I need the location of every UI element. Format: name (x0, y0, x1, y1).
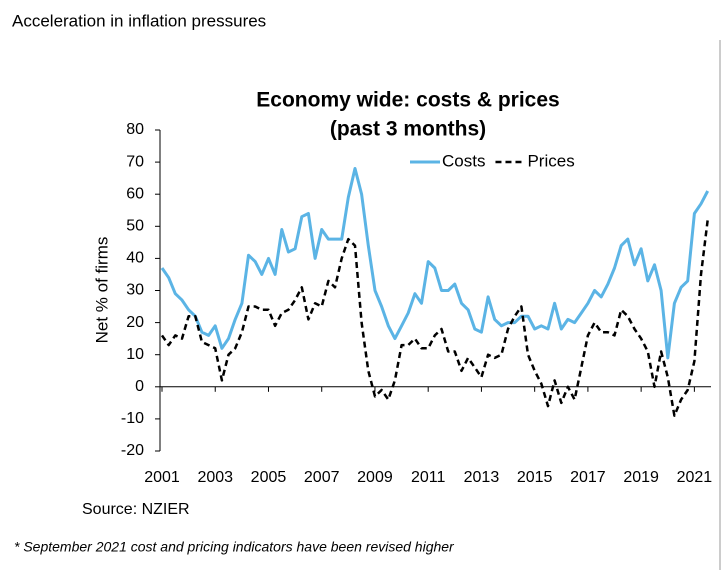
x-tick-label: 2017 (570, 469, 606, 486)
series-line (160, 219, 709, 417)
y-tick-label: 40 (126, 250, 144, 267)
y-tick-label: 30 (126, 282, 144, 299)
y-tick-label: 50 (126, 218, 144, 235)
x-tick-label: 2013 (464, 469, 500, 486)
y-axis-label: Net % of firms (92, 237, 111, 344)
y-tick-label: -20 (121, 442, 144, 459)
source: Source: NZIER (82, 501, 190, 518)
y-tick-label: 20 (126, 314, 144, 331)
y-tick-label: 10 (126, 346, 144, 363)
chart-title: Economy wide: costs & prices (256, 89, 559, 112)
y-tick-label: 70 (126, 153, 144, 170)
x-tick-label: 2005 (251, 469, 287, 486)
page-title: Acceleration in inflation pressures (12, 11, 266, 30)
x-tick-label: 2007 (304, 469, 340, 486)
legend-label: Prices (527, 151, 574, 170)
y-tick-label: 80 (126, 121, 144, 138)
y-tick-label: 60 (126, 185, 144, 202)
chart-subtitle: (past 3 months) (330, 118, 486, 141)
footnote: * September 2021 cost and pricing indica… (14, 539, 455, 555)
x-tick-label: 2009 (357, 469, 393, 486)
x-tick-label: 2015 (517, 469, 553, 486)
x-tick-label: 2001 (144, 469, 180, 486)
legend-label: Costs (442, 151, 485, 170)
x-tick-label: 2003 (197, 469, 233, 486)
x-tick-label: 2019 (623, 469, 659, 486)
x-tick-label: 2021 (677, 469, 713, 486)
y-tick-label: -10 (121, 410, 144, 427)
series-line (160, 167, 710, 360)
y-tick-label: 0 (135, 378, 144, 395)
x-tick-label: 2011 (411, 469, 446, 486)
